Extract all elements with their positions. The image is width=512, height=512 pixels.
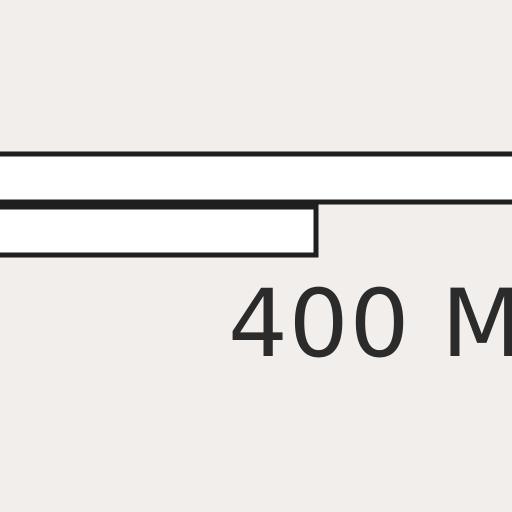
scale-bar-segment-upper bbox=[0, 151, 512, 205]
scale-bar-label: 400 M bbox=[228, 270, 512, 379]
scale-bar-segment-lower bbox=[0, 204, 319, 258]
